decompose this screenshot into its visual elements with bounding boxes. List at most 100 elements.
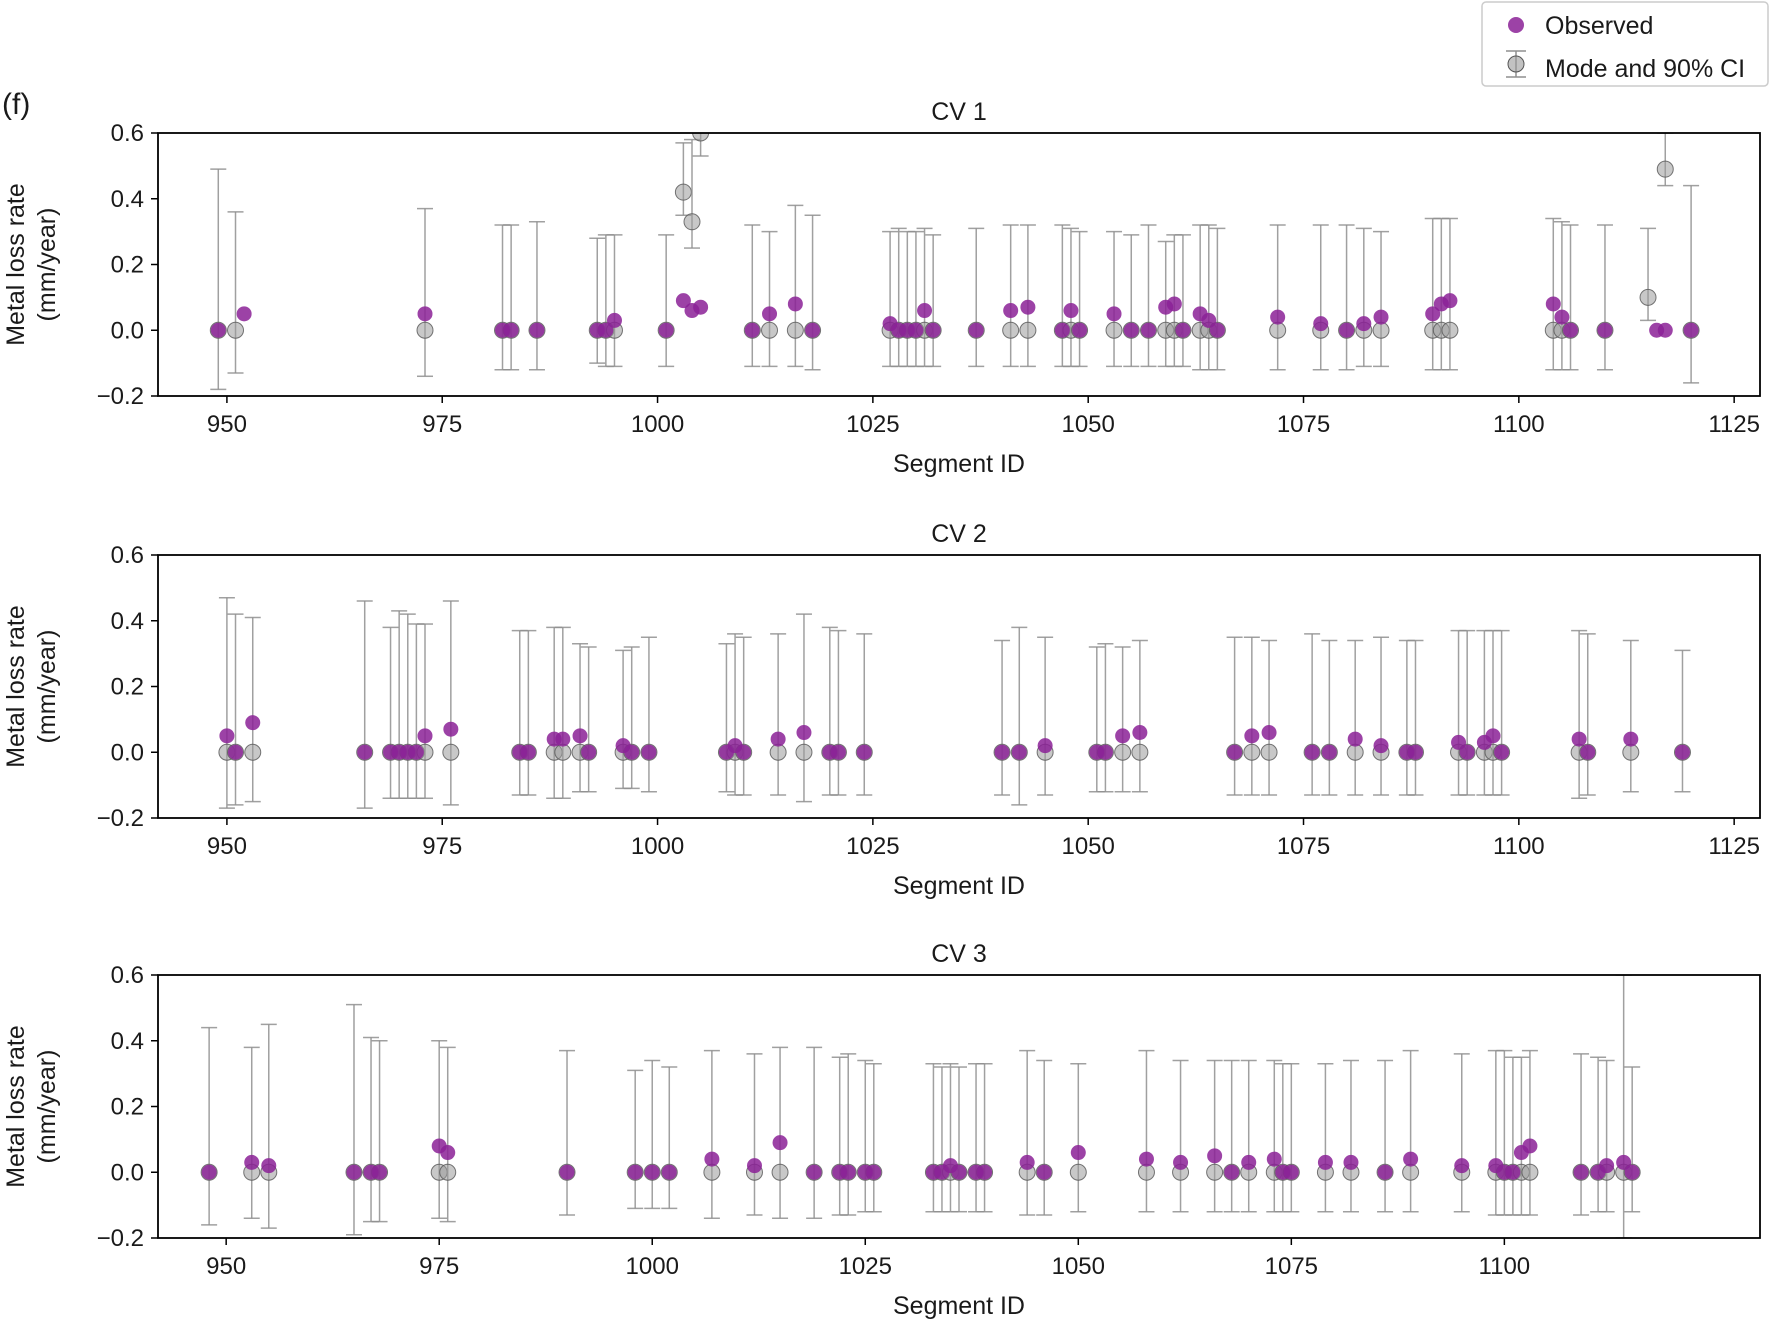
model-point (1243, 636, 1261, 796)
observed-marker (641, 744, 657, 760)
model-point (1137, 1049, 1155, 1213)
model-point (442, 600, 460, 806)
observed-marker (1037, 738, 1053, 754)
observed-marker (1442, 293, 1458, 309)
model-mode-marker (1019, 321, 1037, 339)
x-tick-label: 1125 (1708, 833, 1760, 860)
chart-title: CV 3 (931, 940, 987, 968)
observed-marker (1313, 316, 1329, 332)
observed-marker (1373, 309, 1389, 325)
model-mode-marker (786, 321, 804, 339)
observed-marker (417, 306, 433, 322)
observed-marker (201, 1164, 217, 1180)
model-mode-marker (1639, 288, 1657, 306)
model-point (1639, 227, 1657, 322)
model-mode-marker (1402, 1163, 1420, 1181)
observed-marker (1054, 322, 1070, 338)
model-mode-marker (769, 743, 787, 761)
y-tick-label: −0.2 (97, 805, 144, 832)
observed-marker (1261, 725, 1277, 741)
chart-panels: CV 1 950 975 1000 1025 1050 1075 1100 1125 −0.2 0.… (2, 98, 1761, 1320)
model-mode-marker (1243, 743, 1261, 761)
observed-marker (1244, 728, 1260, 744)
observed-marker (1304, 744, 1320, 760)
x-tick-label: 1025 (839, 1253, 892, 1280)
x-axis-label: Segment ID (893, 1292, 1025, 1320)
chart-panel-1: CV 1 950 975 1000 1025 1050 1075 1100 1125 −0.2 0.… (2, 98, 1761, 478)
y-tick-label: 0.2 (111, 252, 144, 279)
model-mode-marker (1622, 743, 1640, 761)
observed-marker (1573, 1164, 1589, 1180)
observed-marker (1321, 744, 1337, 760)
y-tick-label: 0.0 (111, 1159, 144, 1186)
y-tick-label: 0.6 (111, 962, 144, 989)
observed-marker (261, 1158, 277, 1174)
observed-marker (1623, 731, 1639, 747)
y-tick-label: 0.0 (111, 739, 144, 766)
model-mode-marker (683, 213, 701, 231)
observed-marker (572, 728, 588, 744)
x-tick-label: 1075 (1265, 1253, 1318, 1280)
legend-model-marker (1507, 55, 1525, 73)
x-tick-label: 975 (422, 411, 462, 438)
observed-marker (746, 1158, 762, 1174)
model-mode-marker (244, 743, 262, 761)
observed-marker (661, 1164, 677, 1180)
observed-marker (856, 744, 872, 760)
observed-marker (1019, 1154, 1035, 1170)
model-mode-marker (1137, 1163, 1155, 1181)
observed-marker (1373, 738, 1389, 754)
y-axis-label-line-2: (mm/year) (33, 1050, 61, 1164)
observed-marker (675, 293, 691, 309)
x-tick-label: 1000 (626, 1253, 679, 1280)
y-tick-label: 0.2 (111, 1094, 144, 1121)
observed-marker (529, 322, 545, 338)
observed-marker (908, 322, 924, 338)
observed-marker (977, 1164, 993, 1180)
model-mode-marker (1656, 160, 1674, 178)
model-point (1372, 230, 1390, 368)
model-point (244, 616, 262, 803)
model-point (761, 230, 779, 368)
y-axis-label-line-1: Metal loss rate (2, 183, 30, 346)
legend-model-label: Mode and 90% CI (1545, 55, 1745, 83)
observed-marker (1597, 322, 1613, 338)
observed-marker (440, 1145, 456, 1161)
observed-marker (644, 1164, 660, 1180)
observed-marker (787, 296, 803, 312)
x-tick-label: 1050 (1061, 411, 1114, 438)
x-tick-label: 975 (419, 1253, 459, 1280)
observed-marker (1545, 296, 1561, 312)
observed-marker (1072, 322, 1088, 338)
model-point (703, 1049, 721, 1220)
model-mode-marker (1105, 321, 1123, 339)
observed-marker (1494, 744, 1510, 760)
model-mode-marker (1372, 321, 1390, 339)
plot-area (200, 975, 1641, 1238)
panel-label: (f) (2, 88, 30, 121)
x-tick-label: 1050 (1061, 833, 1114, 860)
observed-marker (1207, 1148, 1223, 1164)
observed-marker (1063, 303, 1079, 319)
observed-marker (772, 1135, 788, 1151)
observed-marker (1683, 322, 1699, 338)
observed-marker (866, 1164, 882, 1180)
observed-marker (1554, 309, 1570, 325)
model-point (1131, 639, 1149, 793)
y-tick-label: −0.2 (97, 383, 144, 410)
model-mode-marker (1269, 321, 1287, 339)
observed-marker (1132, 725, 1148, 741)
y-tick-label: 0.0 (111, 317, 144, 344)
observed-marker (925, 322, 941, 338)
observed-marker (1166, 296, 1182, 312)
observed-marker (1451, 734, 1467, 750)
y-tick-label: 0.2 (111, 674, 144, 701)
observed-marker (1317, 1154, 1333, 1170)
observed-marker (1266, 1151, 1282, 1167)
x-axis-label: Segment ID (893, 450, 1025, 478)
model-mode-marker (1206, 1163, 1224, 1181)
model-point (227, 211, 245, 374)
observed-marker (210, 322, 226, 338)
x-tick-label: 1025 (846, 833, 899, 860)
